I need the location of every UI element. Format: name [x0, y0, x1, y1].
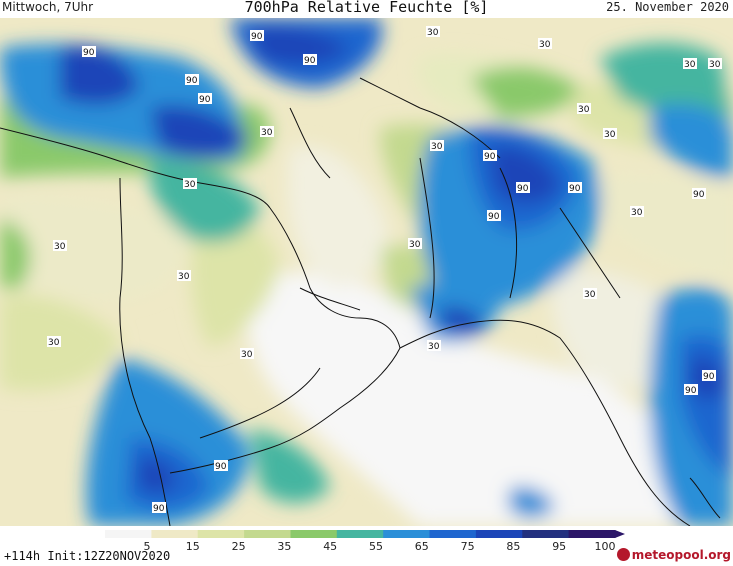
humidity-map: 90 90 90 90 90 30 30 30 30 30 30 30 30 3…: [0, 18, 733, 526]
contour-label: 90: [83, 48, 95, 58]
contour-label: 30: [684, 60, 696, 70]
header: Mittwoch, 7Uhr 700hPa Relative Feuchte […: [0, 0, 733, 18]
contour-label: 90: [153, 504, 165, 514]
contour-label: 30: [178, 272, 190, 282]
colorbar-segment: [105, 530, 152, 538]
contour-label: 90: [304, 56, 316, 66]
contour-label: 90: [484, 152, 496, 162]
colorbar-segment: [244, 530, 291, 538]
contour-label: 30: [184, 180, 196, 190]
colorbar-tick-label: 100: [594, 540, 616, 553]
colorbar-tick-label: 25: [231, 540, 246, 553]
map-title: 700hPa Relative Feuchte [%]: [244, 0, 489, 16]
colorbar-tick-label: 45: [323, 540, 338, 553]
contour-label: 30: [409, 240, 421, 250]
colorbar-tick-label: 15: [185, 540, 200, 553]
colorbar-tick-label: 65: [414, 540, 429, 553]
contour-label: 90: [199, 95, 211, 105]
colorbar-segment: [522, 530, 570, 538]
colorbar-tick-label: 5: [143, 540, 151, 553]
contour-label: 90: [215, 462, 227, 472]
colorbar-arrow: [615, 530, 625, 538]
contour-label: 30: [539, 40, 551, 50]
colorbar-tick-label: 95: [552, 540, 567, 553]
contour-label: 30: [48, 338, 60, 348]
contour-label: 90: [703, 372, 715, 382]
contour-label: 90: [488, 212, 500, 222]
colorbar-segment: [290, 530, 338, 538]
colorbar-segment: [151, 530, 199, 538]
contour-label: 30: [631, 208, 643, 218]
contour-labels: 90 90 90 90 90 30 30 30 30 30 30 30 30 3…: [47, 26, 722, 514]
brand-logo[interactable]: meteopool.org: [616, 548, 731, 562]
colorbar-tick-label: 75: [460, 540, 475, 553]
colorbar-tick-label: 35: [277, 540, 292, 553]
colorbar-ticks: 5 15 25 35 45 55 65 75 85 95 100: [0, 540, 733, 554]
contour-label: 90: [693, 190, 705, 200]
contour-label: 30: [578, 105, 590, 115]
contour-label: 30: [261, 128, 273, 138]
colorbar-segment: [336, 530, 384, 538]
colorbar-segment: [429, 530, 477, 538]
contour-label: 90: [685, 386, 697, 396]
colorbar: [105, 530, 625, 538]
contour-label: 30: [428, 342, 440, 352]
colorbar-tick-label: 55: [369, 540, 383, 553]
colorbar-segment: [475, 530, 523, 538]
forecast-date: 25. November 2020: [606, 0, 729, 14]
contour-label: 30: [431, 142, 443, 152]
colorbar-segment: [383, 530, 431, 538]
contour-label: 90: [569, 184, 581, 194]
contour-label: 30: [584, 290, 596, 300]
brand-name: meteopool.org: [631, 548, 731, 562]
contour-label: 30: [604, 130, 616, 140]
humidity-field: [0, 18, 733, 526]
meteopool-logo-icon: [616, 548, 630, 561]
colorbar-segment: [197, 530, 245, 538]
colorbar-tick-label: 85: [506, 540, 521, 553]
contour-label: 30: [54, 242, 66, 252]
colorbar-segment: [568, 530, 616, 538]
contour-label: 90: [186, 76, 198, 86]
contour-label: 90: [517, 184, 529, 194]
contour-label: 90: [251, 32, 263, 42]
forecast-day-time: Mittwoch, 7Uhr: [2, 0, 94, 14]
contour-label: 30: [709, 60, 721, 70]
contour-label: 30: [241, 350, 253, 360]
contour-label: 30: [427, 28, 439, 38]
run-info: +114h Init:12Z20NOV2020: [4, 549, 171, 563]
